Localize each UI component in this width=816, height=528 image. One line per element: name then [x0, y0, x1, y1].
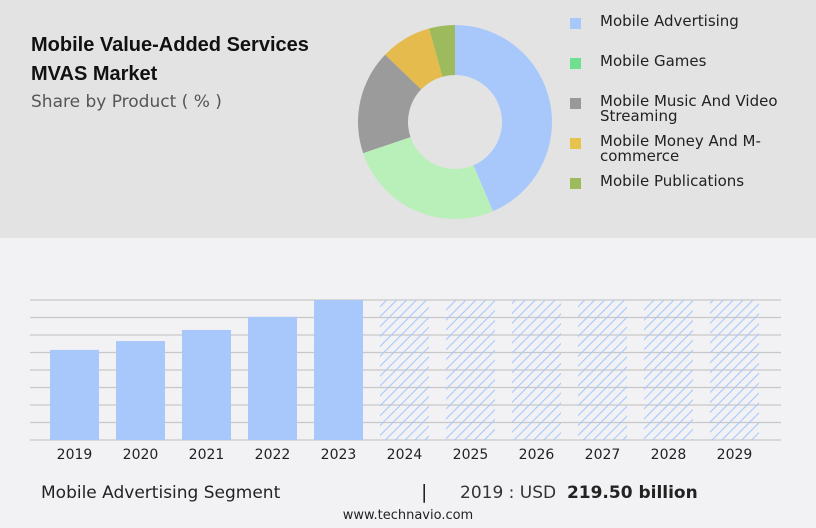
separator: | — [421, 481, 428, 503]
legend-item: Mobile Advertising — [570, 14, 810, 29]
x-tick-label: 2028 — [651, 447, 687, 463]
x-tick-label: 2026 — [519, 447, 555, 463]
donut-slice — [455, 25, 552, 212]
x-tick-label: 2020 — [123, 447, 159, 463]
bar-chart: 2019 2020 2021 2022 2023 2024 2025 2026 2027 2028… — [30, 299, 781, 463]
legend-label: Mobile Games — [600, 52, 707, 70]
donut-slice — [363, 137, 493, 219]
legend-swatch — [570, 138, 581, 149]
site-url[interactable]: www.technavio.com — [342, 508, 474, 523]
legend-swatch — [570, 18, 581, 29]
legend-item: Mobile Money And M-commerce — [570, 134, 810, 164]
segment-value: 2019 : USD 219.50 billion — [460, 483, 698, 503]
forecast-bar — [446, 300, 495, 440]
donut-slice — [385, 28, 443, 90]
donut-slice — [429, 25, 455, 77]
x-tick-label: 2029 — [717, 447, 753, 463]
legend-swatch — [570, 98, 581, 109]
year-label: 2019 : USD — [460, 483, 557, 503]
bar — [50, 349, 99, 440]
segment-label: Mobile Advertising Segment — [41, 483, 281, 503]
forecast-bar — [710, 300, 759, 440]
legend-item: Mobile Publications — [570, 174, 810, 189]
forecast-bar — [578, 300, 627, 440]
chart-subtitle: Share by Product ( % ) — [31, 92, 222, 112]
bar — [248, 316, 297, 440]
bar — [314, 300, 363, 440]
x-tick-label: 2027 — [585, 447, 621, 463]
legend-item: Mobile Music And Video Streaming — [570, 94, 810, 124]
forecast-bar — [644, 300, 693, 440]
x-tick-label: 2024 — [387, 447, 423, 463]
donut-slice — [358, 54, 422, 154]
legend-label: Mobile Advertising — [600, 12, 739, 30]
forecast-bar — [512, 300, 561, 440]
x-tick-label: 2019 — [57, 447, 93, 463]
bar — [116, 341, 165, 440]
value-label: 219.50 billion — [566, 483, 698, 503]
x-tick-label: 2021 — [189, 447, 225, 463]
x-tick-label: 2022 — [255, 447, 291, 463]
x-tick-label: 2025 — [453, 447, 489, 463]
legend-swatch — [570, 178, 581, 189]
legend-label: Mobile Music And Video Streaming — [600, 92, 778, 125]
donut-chart — [358, 25, 552, 219]
legend-item: Mobile Games — [570, 54, 810, 69]
forecast-bar — [380, 300, 429, 440]
legend-swatch — [570, 58, 581, 69]
legend-label: Mobile Money And M-commerce — [600, 132, 761, 165]
x-tick-label: 2023 — [321, 447, 357, 463]
chart-title: Mobile Value-Added Services MVAS Market — [31, 34, 309, 85]
legend-label: Mobile Publications — [600, 172, 745, 190]
bar — [182, 329, 231, 440]
